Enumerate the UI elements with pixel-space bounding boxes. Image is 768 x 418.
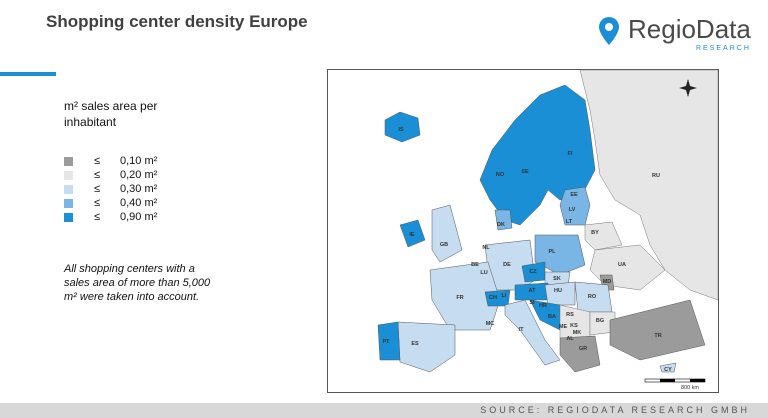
country-label: TR	[654, 333, 661, 339]
country-label: CZ	[529, 269, 537, 275]
country-label: RS	[566, 312, 574, 318]
country-label: IS	[398, 127, 404, 133]
country-label: SE	[521, 169, 529, 175]
country-label: MK	[573, 330, 582, 336]
legend-item: ≤0,10 m²	[64, 155, 204, 169]
legend-label: 0,10 m²	[120, 155, 158, 167]
legend-symbol: ≤	[94, 211, 101, 223]
country-label: IE	[409, 232, 415, 238]
country-label: ME	[559, 324, 568, 330]
country-label: LU	[480, 270, 487, 276]
country-label: PL	[548, 249, 556, 255]
legend-symbol: ≤	[94, 197, 101, 209]
legend-symbol: ≤	[94, 155, 101, 167]
country-label: BE	[471, 262, 479, 268]
compass	[679, 79, 697, 97]
country-label: HU	[554, 288, 562, 294]
country-label: EE	[570, 192, 578, 198]
country-label: ES	[411, 341, 419, 347]
legend-swatch	[64, 171, 73, 180]
country-label: PT	[382, 339, 390, 345]
country-label: LV	[569, 207, 576, 213]
scale-label: 800 km	[681, 385, 699, 391]
country-label: LT	[566, 219, 573, 225]
country-label: BY	[591, 230, 599, 236]
country-label: NO	[496, 172, 505, 178]
title: Shopping center density Europe	[46, 12, 308, 31]
legend-swatch	[64, 185, 73, 194]
legend-item: ≤0,30 m²	[64, 183, 204, 197]
legend-swatch	[64, 213, 73, 222]
country-label: MC	[486, 321, 495, 327]
legend-item: ≤0,40 m²	[64, 197, 204, 211]
legend-label: 0,40 m²	[120, 197, 158, 209]
scale-bar: 800 km	[644, 378, 706, 391]
legend-symbol: ≤	[94, 169, 101, 181]
source: SOURCE: REGIODATA RESEARCH GMBH	[480, 405, 750, 415]
logo-icon	[599, 17, 619, 45]
country-label: LI	[502, 293, 507, 299]
country-label: UA	[618, 262, 626, 268]
legend-swatch	[64, 157, 73, 166]
legend-item: ≤0,90 m²	[64, 211, 204, 225]
country-label: CH	[489, 295, 497, 301]
country-label: FI	[568, 151, 573, 157]
accent-bar	[0, 72, 56, 76]
country-label: SK	[553, 276, 561, 282]
country-label: NL	[482, 245, 490, 251]
country-label: GB	[440, 242, 448, 248]
country-label: AT	[529, 288, 537, 294]
legend-label: 0,30 m²	[120, 183, 158, 195]
footer: SOURCE: REGIODATA RESEARCH GMBH	[0, 403, 768, 418]
legend: ≤0,10 m² ≤0,20 m² ≤0,30 m² ≤0,40 m² ≤0,90 m²	[64, 155, 204, 225]
country-label: MD	[603, 279, 612, 285]
logo-name: RegioData	[628, 14, 751, 44]
country-label: SI	[529, 300, 535, 306]
country-label: DK	[497, 222, 505, 228]
country-label: CY	[664, 367, 672, 373]
country-label: GR	[579, 346, 587, 352]
map: IS NO SE FI RU EE LV LT DK IE GB NL BE L…	[327, 69, 719, 393]
legend-symbol: ≤	[94, 183, 101, 195]
country-label: AL	[566, 336, 574, 342]
country-label: HR	[539, 303, 547, 309]
country-label: IT	[519, 327, 525, 333]
country-label: RO	[588, 294, 597, 300]
country-label: BG	[596, 318, 604, 324]
legend-title: m² sales area per inhabitant	[64, 99, 158, 129]
legend-label: 0,90 m²	[120, 211, 158, 223]
country-label: RU	[652, 173, 660, 179]
country-label: KS	[570, 323, 578, 329]
country-label: FR	[456, 295, 463, 301]
logo-tagline: RESEARCH	[696, 45, 751, 52]
legend-item: ≤0,20 m²	[64, 169, 204, 183]
legend-label: 0,20 m²	[120, 169, 158, 181]
country-label: BA	[548, 314, 556, 320]
note: All shopping centers with a sales area o…	[64, 263, 211, 303]
country-label: DE	[503, 262, 511, 268]
legend-swatch	[64, 199, 73, 208]
